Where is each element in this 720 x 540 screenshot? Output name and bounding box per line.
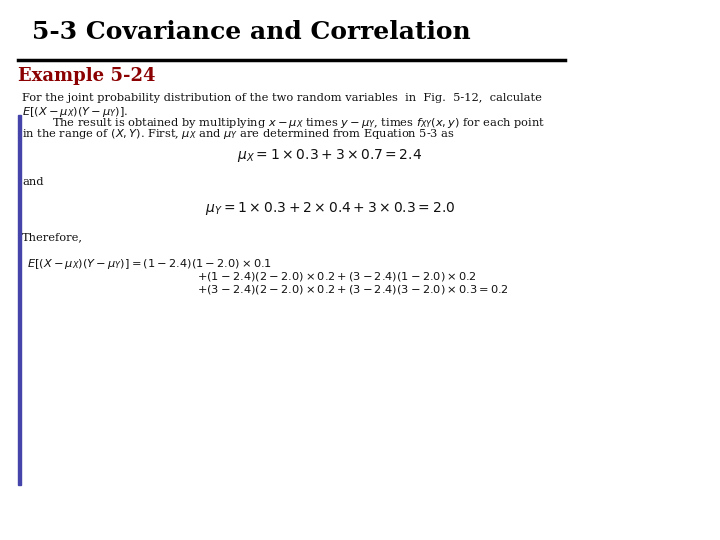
Text: $+ (1 - 2.4)(2 - 2.0) \times 0.2 + (3 - 2.4)(1 - 2.0) \times 0.2$: $+ (1 - 2.4)(2 - 2.0) \times 0.2 + (3 - … <box>197 270 477 283</box>
Text: For the joint probability distribution of the two random variables  in  Fig.  5-: For the joint probability distribution o… <box>22 93 542 103</box>
Text: $\mu_X = 1 \times 0.3 + 3 \times 0.7 = 2.4$: $\mu_X = 1 \times 0.3 + 3 \times 0.7 = 2… <box>238 147 423 164</box>
Text: 5-3 Covariance and Correlation: 5-3 Covariance and Correlation <box>32 20 471 44</box>
Text: $\mu_Y = 1 \times 0.3 + 2 \times 0.4 + 3 \times 0.3 = 2.0$: $\mu_Y = 1 \times 0.3 + 2 \times 0.4 + 3… <box>205 200 455 217</box>
Text: $+ (3 - 2.4)(2 - 2.0) \times 0.2 + (3 - 2.4)(3 - 2.0) \times 0.3 = 0.2$: $+ (3 - 2.4)(2 - 2.0) \times 0.2 + (3 - … <box>197 283 509 296</box>
Text: The result is obtained by multiplying $x - \mu_X$ times $y - \mu_Y$, times $f_{X: The result is obtained by multiplying $x… <box>52 116 545 130</box>
Text: $E[(X - \mu_X)(Y - \mu_Y)] = (1 - 2.4)(1 - 2.0) \times 0.1$: $E[(X - \mu_X)(Y - \mu_Y)] = (1 - 2.4)(1… <box>27 257 272 271</box>
Bar <box>18 115 21 485</box>
Text: in the range of $(X, Y)$. First, $\mu_X$ and $\mu_Y$ are determined from Equatio: in the range of $(X, Y)$. First, $\mu_X$… <box>22 127 455 141</box>
Text: Example 5-24: Example 5-24 <box>18 67 156 85</box>
Text: and: and <box>22 177 43 187</box>
Text: Therefore,: Therefore, <box>22 232 83 242</box>
Text: $E[(X - \mu_X)(Y - \mu_Y)]$.: $E[(X - \mu_X)(Y - \mu_Y)]$. <box>22 105 128 119</box>
